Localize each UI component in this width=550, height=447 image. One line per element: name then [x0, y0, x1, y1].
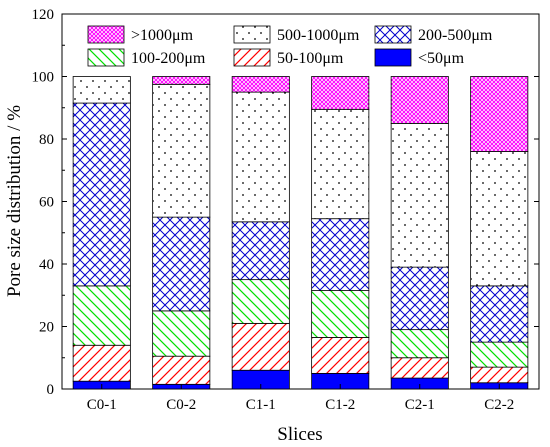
y-tick-label: 120	[32, 7, 55, 23]
legend-label: 100-200μm	[131, 50, 206, 67]
legend-swatch-50-m	[374, 48, 412, 67]
bar-c2-2-500-1000-m	[470, 151, 529, 287]
bar-c1-2-1000-m	[311, 76, 370, 110]
legend-swatch-500-1000-m	[233, 25, 271, 44]
x-tick-label: C0-2	[166, 397, 196, 413]
bar-c2-2-1000-m	[470, 76, 529, 152]
bar-c0-1-500-1000-m	[72, 76, 131, 104]
bar-c1-2-50-100-m	[311, 337, 370, 374]
bar-c0-1-200-500-m	[72, 102, 131, 287]
bar-c2-2-50-100-m	[470, 366, 529, 384]
bar-c1-1-500-1000-m	[231, 91, 290, 223]
x-tick-label: C2-1	[405, 397, 435, 413]
legend-swatch-50-100-m	[233, 48, 271, 67]
bars-layer	[72, 76, 529, 390]
legend-label: <50μm	[418, 50, 465, 67]
bar-c2-2-200-500-m	[470, 285, 529, 343]
bar-c2-2-100-200-m	[470, 341, 529, 368]
bar-c0-2-100-200-m	[152, 310, 211, 357]
x-axis: C0-1 C0-2 C1-1 C1-2 C2-1 C2-2	[87, 384, 514, 413]
bar-c0-2-200-500-m	[152, 216, 211, 312]
legend-label: >1000μm	[131, 27, 194, 44]
y-axis-title: Pore size distribution / %	[4, 105, 25, 297]
plot-border	[61, 13, 540, 390]
bar-c1-2-500-1000-m	[311, 108, 370, 220]
bar-c0-1-100-200-m	[72, 285, 131, 346]
x-tick-label: C1-2	[325, 397, 355, 413]
legend-swatch-100-200-m	[87, 48, 125, 67]
bar-c1-2-200-500-m	[311, 218, 370, 291]
bar-c2-1-500-1000-m	[390, 122, 449, 268]
bar-c1-1-1000-m	[231, 76, 290, 93]
bar-c1-1-50-100-m	[231, 322, 290, 371]
legend-label: 200-500μm	[418, 27, 493, 44]
x-axis-title: Slices	[277, 424, 322, 445]
x-tick-label: C0-1	[87, 397, 117, 413]
plot-area	[61, 13, 540, 390]
y-tick-label: 20	[39, 320, 54, 336]
legend: >1000μm 500-1000μm 200-500μm 100-200μm 50-10…	[87, 25, 493, 67]
bar-c0-1-50-100-m	[72, 344, 131, 382]
y-tick-label: 100	[32, 70, 55, 86]
y-tick-label: 40	[39, 257, 54, 273]
bar-c2-1-1000-m	[390, 76, 449, 124]
bar-c0-2-1000-m	[152, 76, 211, 85]
x-tick-label: C1-1	[246, 397, 276, 413]
legend-swatch-200-500-m	[374, 25, 412, 44]
bar-c1-1-200-500-m	[231, 221, 290, 281]
legend-label: 500-1000μm	[277, 27, 360, 44]
bar-c0-2-500-1000-m	[152, 83, 211, 218]
legend-swatch-1000-m	[87, 25, 125, 44]
x-tick-label: C2-2	[484, 397, 514, 413]
bar-c2-1-50-100-m	[390, 357, 449, 379]
y-axis: 0 20 40 60 80 100 120	[32, 7, 539, 398]
bar-c2-1-100-200-m	[390, 329, 449, 359]
bar-c1-1-100-200-m	[231, 279, 290, 324]
y-tick-label: 0	[47, 382, 55, 398]
bar-c2-1-200-500-m	[390, 266, 449, 331]
y-tick-label: 60	[39, 195, 54, 211]
bar-c0-2-50-100-m	[152, 355, 211, 385]
y-tick-label: 80	[39, 132, 54, 148]
legend-label: 50-100μm	[277, 50, 344, 67]
bar-c1-2-100-200-m	[311, 290, 370, 338]
